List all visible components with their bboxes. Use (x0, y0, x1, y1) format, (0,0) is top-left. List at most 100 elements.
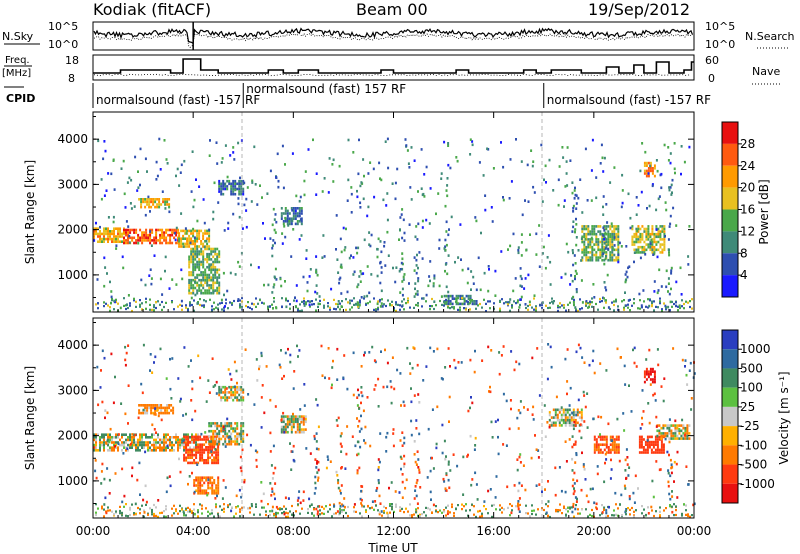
scatter-cell (350, 254, 352, 257)
scatter-cell (298, 417, 301, 421)
scatter-cell (273, 300, 275, 303)
scatter-cell (547, 480, 549, 483)
x-tick-label: 16:00 (476, 524, 511, 538)
scatter-cell (303, 297, 305, 300)
scatter-cell (152, 411, 155, 415)
scatter-cell (629, 513, 631, 516)
scatter-cell (313, 492, 316, 495)
scatter-cell (583, 235, 586, 238)
scatter-cell (440, 295, 443, 298)
scatter-cell (602, 234, 605, 237)
scatter-cell (153, 304, 155, 307)
scatter-cell (199, 489, 202, 492)
scatter-cell (658, 438, 661, 441)
scatter-cell (95, 446, 97, 449)
scatter-cell (481, 512, 483, 515)
scatter-cell (192, 252, 195, 256)
scatter-cell (646, 435, 649, 439)
scatter-cell (192, 278, 195, 282)
scatter-cell (325, 505, 327, 508)
scatter-cell (199, 479, 202, 482)
scatter-cell (669, 214, 672, 218)
scatter-cell (327, 191, 330, 194)
scatter-cell (292, 217, 295, 220)
x-tick-label: 08:00 (276, 524, 311, 538)
scatter-cell (601, 443, 604, 446)
scatter-cell (202, 273, 205, 277)
scatter-cell (194, 245, 197, 248)
scatter-cell (290, 207, 293, 210)
scatter-cell (457, 361, 460, 364)
scatter-cell (199, 459, 202, 462)
scatter-cell (125, 220, 128, 223)
scatter-cell (679, 266, 682, 270)
scatter-cell (303, 404, 306, 407)
scatter-cell (595, 240, 598, 244)
scatter-cell (227, 505, 229, 509)
scatter-cell (589, 238, 592, 241)
scatter-cell (180, 237, 183, 240)
scatter-cell (292, 420, 295, 424)
scatter-cell (401, 257, 404, 261)
scatter-cell (232, 440, 235, 443)
scatter-cell (190, 281, 193, 285)
scatter-cell (207, 478, 210, 482)
scatter-cell (474, 444, 477, 447)
nave-trace (93, 73, 692, 77)
scatter-cell (449, 307, 451, 310)
scatter-cell (564, 185, 567, 188)
scatter-cell (449, 365, 451, 368)
scatter-cell (177, 443, 179, 447)
y-tick-label: 2000 (57, 223, 88, 237)
scatter-cell (199, 298, 201, 301)
scatter-cell (571, 469, 574, 472)
scatter-cell (398, 269, 401, 273)
scatter-cell (370, 233, 373, 237)
scatter-cell (215, 141, 218, 144)
scatter-cell (100, 197, 103, 201)
scatter-cell (145, 433, 147, 436)
scatter-cell (572, 416, 575, 419)
scatter-cell (157, 441, 159, 444)
scatter-cell (669, 497, 672, 501)
scatter-cell (557, 304, 559, 307)
scatter-cell (158, 406, 161, 410)
scatter-cell (520, 285, 523, 288)
scatter-cell (173, 308, 175, 311)
scatter-cell (573, 471, 576, 475)
scatter-cell (631, 227, 634, 231)
scatter-cell (668, 432, 671, 435)
scatter-cell (603, 232, 606, 236)
scatter-cell (282, 420, 285, 424)
scatter-cell (218, 385, 221, 389)
scatter-cell (444, 245, 447, 248)
scatter-cell (223, 427, 226, 431)
scatter-cell (202, 237, 205, 240)
scatter-cell (456, 159, 459, 163)
scatter-cell (647, 245, 650, 249)
scatter-cell (293, 370, 296, 373)
scatter-cell (674, 171, 676, 175)
scatter-cell (339, 510, 342, 513)
scatter-cell (647, 161, 650, 165)
scatter-cell (343, 354, 346, 357)
scatter-cell (358, 407, 361, 410)
scatter-cell (349, 308, 351, 311)
scatter-cell (168, 203, 171, 206)
scatter-cell (111, 237, 113, 241)
scatter-cell (546, 421, 549, 424)
scatter-cell (152, 203, 155, 206)
scatter-cell (234, 192, 237, 196)
scatter-cell (377, 466, 380, 469)
scatter-cell (609, 256, 612, 259)
scatter-cell (224, 437, 227, 441)
scatter-cell (373, 359, 376, 362)
scatter-cell (631, 243, 634, 246)
scatter-cell (515, 138, 517, 141)
scatter-cell (159, 347, 162, 351)
scatter-cell (358, 138, 360, 142)
scatter-cell (240, 437, 243, 441)
scatter-cell (311, 512, 313, 515)
scatter-cell (227, 368, 230, 371)
scatter-cell (228, 422, 231, 425)
